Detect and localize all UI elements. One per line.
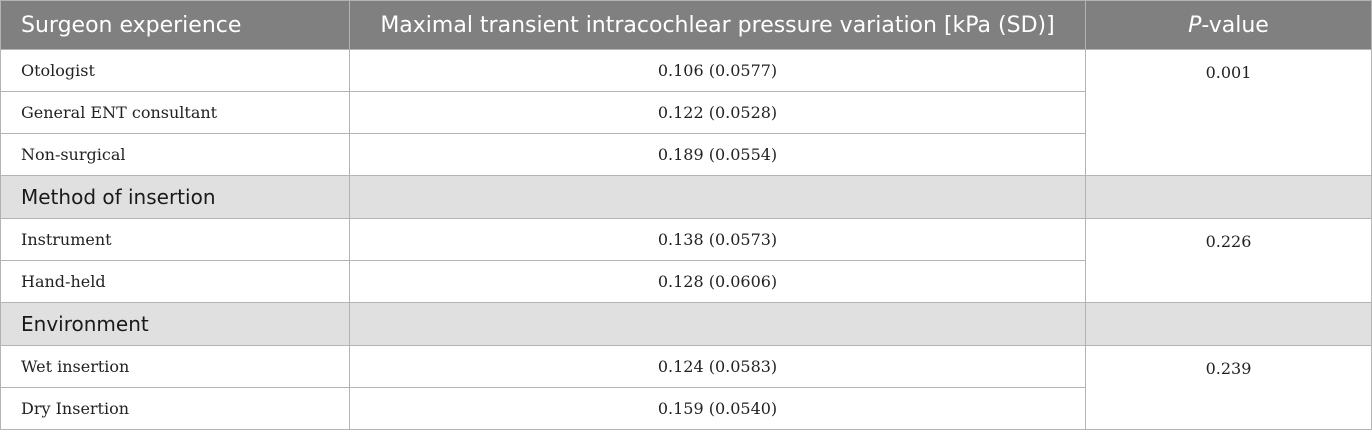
p-value-cell: 0.001	[1085, 49, 1372, 176]
row-value: 0.128 (0.0606)	[349, 260, 1086, 303]
table-row: Dry Insertion 0.159 (0.0540)	[0, 387, 1372, 430]
section-title: Method of insertion	[0, 175, 350, 219]
row-value: 0.106 (0.0577)	[349, 49, 1086, 92]
section-row: Environment	[0, 302, 1372, 346]
section-empty-cell	[349, 175, 1086, 219]
row-value: 0.138 (0.0573)	[349, 218, 1086, 261]
header-p-value: P-value	[1085, 0, 1372, 50]
row-label: Non-surgical	[0, 133, 350, 176]
row-label: Instrument	[0, 218, 350, 261]
header-pressure-variation: Maximal transient intracochlear pressure…	[349, 0, 1086, 50]
section-row: Method of insertion	[0, 175, 1372, 219]
row-label: Wet insertion	[0, 345, 350, 388]
row-label: Hand-held	[0, 260, 350, 303]
table-row: General ENT consultant 0.122 (0.0528)	[0, 91, 1372, 134]
header-row: Surgeon experience Maximal transient int…	[0, 0, 1372, 50]
table-row: Instrument 0.138 (0.0573) 0.226	[0, 218, 1372, 303]
section-empty-cell	[1085, 302, 1372, 346]
section-empty-cell	[349, 302, 1086, 346]
table-row: Non-surgical 0.189 (0.0554)	[0, 133, 1372, 176]
table-row: Otologist 0.106 (0.0577) 0.001	[0, 49, 1372, 176]
row-value: 0.159 (0.0540)	[349, 387, 1086, 430]
row-value: 0.124 (0.0583)	[349, 345, 1086, 388]
section-empty-cell	[1085, 175, 1372, 219]
row-label: General ENT consultant	[0, 91, 350, 134]
table-row: Hand-held 0.128 (0.0606)	[0, 260, 1372, 303]
row-value: 0.122 (0.0528)	[349, 91, 1086, 134]
header-surgeon-experience: Surgeon experience	[0, 0, 350, 50]
row-label: Otologist	[0, 49, 350, 92]
header-p-suffix: -value	[1201, 12, 1269, 38]
header-p-letter: P	[1188, 12, 1202, 38]
p-value-cell: 0.226	[1085, 218, 1372, 303]
p-value-cell: 0.239	[1085, 345, 1372, 430]
row-label: Dry Insertion	[0, 387, 350, 430]
row-value: 0.189 (0.0554)	[349, 133, 1086, 176]
table-row: Wet insertion 0.124 (0.0583) 0.239	[0, 345, 1372, 430]
section-title: Environment	[0, 302, 350, 346]
